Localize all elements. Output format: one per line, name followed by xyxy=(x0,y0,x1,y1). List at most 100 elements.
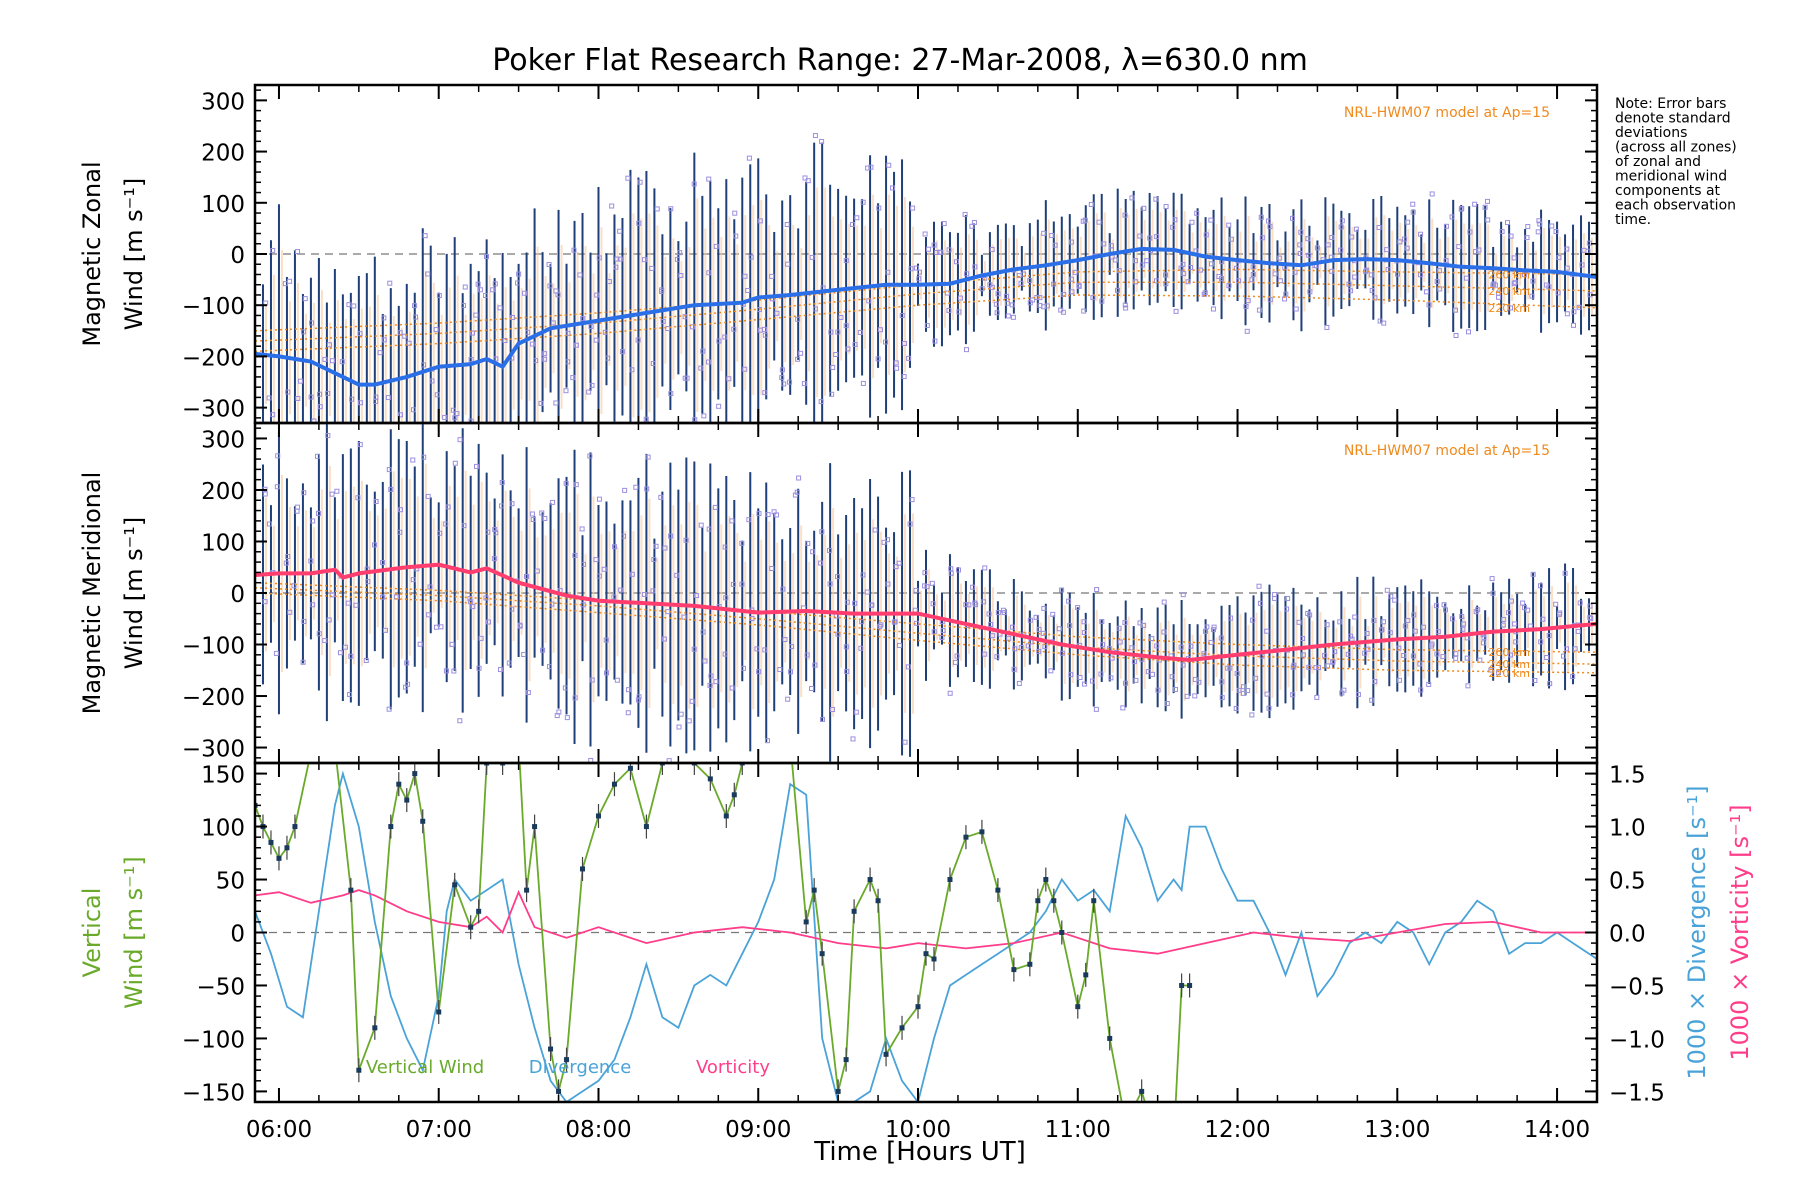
zone-point xyxy=(785,696,791,702)
zone-point xyxy=(746,517,752,523)
zone-point xyxy=(1434,279,1440,285)
zone-point xyxy=(1410,209,1416,215)
zone-point xyxy=(485,529,491,535)
zone-point xyxy=(716,403,722,409)
zone-point xyxy=(382,627,388,633)
zone-point xyxy=(539,510,545,516)
chart-title: Poker Flat Research Range: 27-Mar-2008, … xyxy=(492,43,1308,78)
zone-point xyxy=(1579,262,1585,268)
zone-point xyxy=(1112,257,1118,263)
zone-point xyxy=(1170,224,1176,230)
zone-point xyxy=(1233,705,1239,711)
zone-point xyxy=(889,185,895,191)
zone-point xyxy=(434,392,440,398)
zone-point xyxy=(1426,681,1432,687)
zone-point xyxy=(724,429,728,433)
zone-point xyxy=(843,644,849,650)
x-tick-label: 09:00 xyxy=(725,1117,791,1143)
zone-point xyxy=(1345,651,1351,657)
x-tick-label: 11:00 xyxy=(1045,1117,1111,1143)
zone-point xyxy=(1460,626,1466,632)
zone-point xyxy=(565,359,571,365)
zone-point xyxy=(722,334,728,340)
zone-point xyxy=(1564,265,1570,271)
zone-point xyxy=(339,359,345,365)
vertical-wind-point xyxy=(388,824,394,830)
zone-point xyxy=(1504,220,1510,226)
zone-point xyxy=(478,635,484,641)
zone-point xyxy=(853,709,859,715)
zone-point xyxy=(1488,667,1494,673)
zone-point xyxy=(972,600,978,606)
zone-point xyxy=(1194,210,1200,216)
zone-point xyxy=(1379,627,1385,633)
zone-point xyxy=(364,436,368,440)
zone-point xyxy=(1267,297,1273,303)
zone-point xyxy=(1149,671,1155,677)
zone-point xyxy=(1388,593,1394,599)
zone-point xyxy=(1459,614,1465,620)
vertical-wind-point xyxy=(372,1025,378,1031)
zone-point xyxy=(310,518,316,524)
zone-point xyxy=(941,221,947,227)
zone-point xyxy=(872,527,878,533)
zone-point xyxy=(1338,247,1344,253)
zone-point xyxy=(540,647,546,653)
zone-point xyxy=(962,211,968,217)
zone-point xyxy=(357,331,363,337)
zone-point xyxy=(1245,298,1251,304)
zone-point xyxy=(606,279,612,285)
zone-point xyxy=(1372,679,1378,685)
zone-point xyxy=(285,554,291,560)
zone-point xyxy=(852,600,858,606)
zone-point xyxy=(694,593,700,599)
zone-point xyxy=(1016,680,1022,686)
zone-point xyxy=(1067,623,1073,629)
vertical-wind-point xyxy=(611,781,617,787)
zone-point xyxy=(896,560,902,566)
vertical-wind-point xyxy=(1035,898,1041,904)
zone-point xyxy=(922,570,928,576)
zone-point xyxy=(373,394,379,400)
zone-point xyxy=(525,329,531,335)
zone-point xyxy=(1129,645,1135,651)
zone-point xyxy=(1524,235,1530,241)
vertical-wind-point xyxy=(396,781,402,787)
zone-point xyxy=(850,221,856,227)
zone-point xyxy=(869,602,875,608)
zone-point xyxy=(262,599,268,605)
vertical-wind-point xyxy=(923,951,929,957)
y-axis-label-line1: Magnetic Zonal xyxy=(78,161,106,346)
zone-point xyxy=(1283,291,1289,297)
zone-point xyxy=(1564,311,1570,317)
zone-point xyxy=(586,389,592,395)
zone-point xyxy=(1056,626,1062,632)
zone-point xyxy=(1245,688,1251,694)
zone-point xyxy=(820,716,826,722)
zone-point xyxy=(625,710,631,716)
zone-point xyxy=(603,637,609,643)
zone-point xyxy=(1050,611,1056,617)
zone-point xyxy=(1108,675,1114,681)
zone-point xyxy=(1089,678,1095,684)
zone-point xyxy=(781,381,787,387)
zone-point xyxy=(596,255,602,261)
zone-point xyxy=(1264,628,1270,634)
zone-point xyxy=(1429,643,1435,649)
zone-point xyxy=(1560,653,1566,659)
vertical-wind-point xyxy=(1139,1088,1145,1094)
zone-point xyxy=(990,633,996,639)
zone-point xyxy=(381,337,387,343)
zone-point xyxy=(483,254,489,260)
y-tick-label: −100 xyxy=(182,634,245,660)
zone-point xyxy=(502,337,508,343)
zone-point xyxy=(1456,244,1462,250)
zone-point xyxy=(1555,290,1561,296)
zone-point xyxy=(422,233,428,239)
vertical-wind-point xyxy=(843,1057,849,1063)
zone-point xyxy=(1099,619,1105,625)
zone-point xyxy=(1258,214,1264,220)
zone-point xyxy=(1139,262,1145,268)
vertical-wind-point xyxy=(452,882,458,888)
zone-point xyxy=(1500,622,1506,628)
